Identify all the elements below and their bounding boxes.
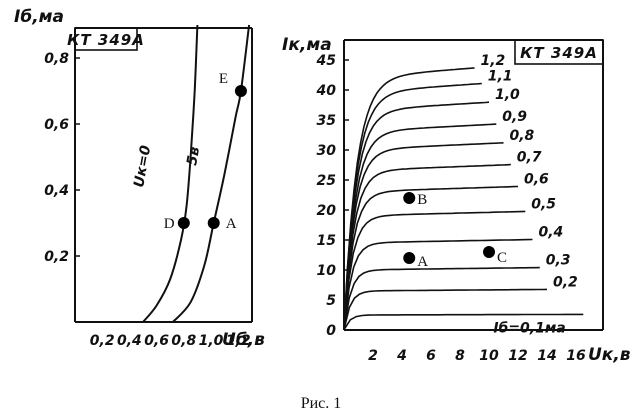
y-tick-label: 35 [317,113,337,129]
y-tick-label: 0,8 [44,51,69,67]
input-curve-label: Uк=0 [131,144,154,189]
x-tick-label: 8 [455,348,465,364]
output-curve [343,67,475,325]
title-box [514,39,604,65]
title-box [74,27,138,51]
output-curve-label: 0,6 [524,171,549,187]
x-tick-label: 10 [479,348,499,364]
output-curve [343,185,519,326]
input-curve [172,24,251,323]
operating-point-label: D [164,216,175,232]
output-curve-label: 0,5 [531,196,556,212]
operating-point [483,246,495,258]
chart-title: КТ 349А [520,44,598,62]
output-characteristics-chart: КТ 349А Iк,ма Uк,в 0 5 10 15 20 25 30 35 40 45 2 4 6 8 10… [282,35,631,365]
y-tick-label: 0,2 [44,249,69,265]
output-curve-label: 0,7 [517,150,542,166]
x-tick-label: 0,8 [171,333,196,349]
output-curve [343,288,548,329]
y-tick-label: 0,6 [44,117,69,133]
output-curve-label: 0,3 [546,253,571,269]
output-curve-label: 0,9 [502,109,527,125]
x-tick-label: 2 [368,348,378,364]
output-curve [343,238,533,327]
output-curve [343,163,511,326]
output-curve [343,313,584,330]
y-tick-label: 0,4 [44,183,69,199]
output-curve-label: 0,8 [510,128,535,144]
x-tick-label: 0,4 [117,333,142,349]
x-tick-label: 6 [426,348,436,364]
y-axis-label: Iб,ма [14,7,64,27]
input-curve [142,24,199,323]
output-curve-label: Iб=0,1ма [493,320,565,336]
operating-point-label: A [226,216,237,232]
y-tick-label: 10 [317,263,337,279]
output-curve [343,266,540,328]
output-curve-label: 1,0 [495,87,520,103]
y-tick-label: 20 [317,203,337,219]
operating-point [234,85,247,97]
output-curve [343,210,526,327]
x-tick-label: 1,0 [199,333,224,349]
output-curve [343,101,490,325]
y-tick-label: 30 [317,143,337,159]
operating-point-label: C [497,250,507,266]
x-tick-label: 0,2 [90,333,115,349]
output-curve-label: 1,1 [488,69,513,85]
operating-point [177,217,190,229]
x-axis-label: Uк,в [588,345,631,365]
operating-point [403,192,416,204]
operating-point-label: B [417,192,427,208]
output-curve-label: 0,4 [539,225,564,241]
x-tick-label: 1,2 [226,333,251,349]
y-tick-label: 15 [317,233,337,249]
x-tick-label: 14 [537,348,556,364]
y-axis-label: Iк,ма [282,35,332,55]
x-tick-label: 0,6 [144,333,169,349]
y-tick-label: 5 [326,293,336,309]
chart-title: КТ 349А [67,31,145,49]
operating-point-label: A [417,254,428,270]
input-curve-label: 5в [184,145,203,166]
figure-caption: Рис. 1 [301,395,342,412]
operating-point [207,217,220,229]
y-tick-label: 45 [316,53,337,69]
operating-point [403,252,416,264]
output-curve [343,142,504,326]
x-tick-label: 4 [396,348,407,364]
output-curve [343,123,497,325]
output-curve [343,82,482,325]
operating-point-label: E [219,71,228,87]
y-tick-label: 40 [316,83,337,99]
x-tick-label: 16 [566,348,586,364]
output-curve-label: 0,2 [553,274,578,290]
output-curve-label: 1,2 [481,53,506,69]
x-axis-label: Uб,в [222,330,265,350]
y-tick-label: 25 [317,173,337,189]
y-tick-label: 0 [326,323,336,339]
x-tick-label: 12 [508,348,527,364]
